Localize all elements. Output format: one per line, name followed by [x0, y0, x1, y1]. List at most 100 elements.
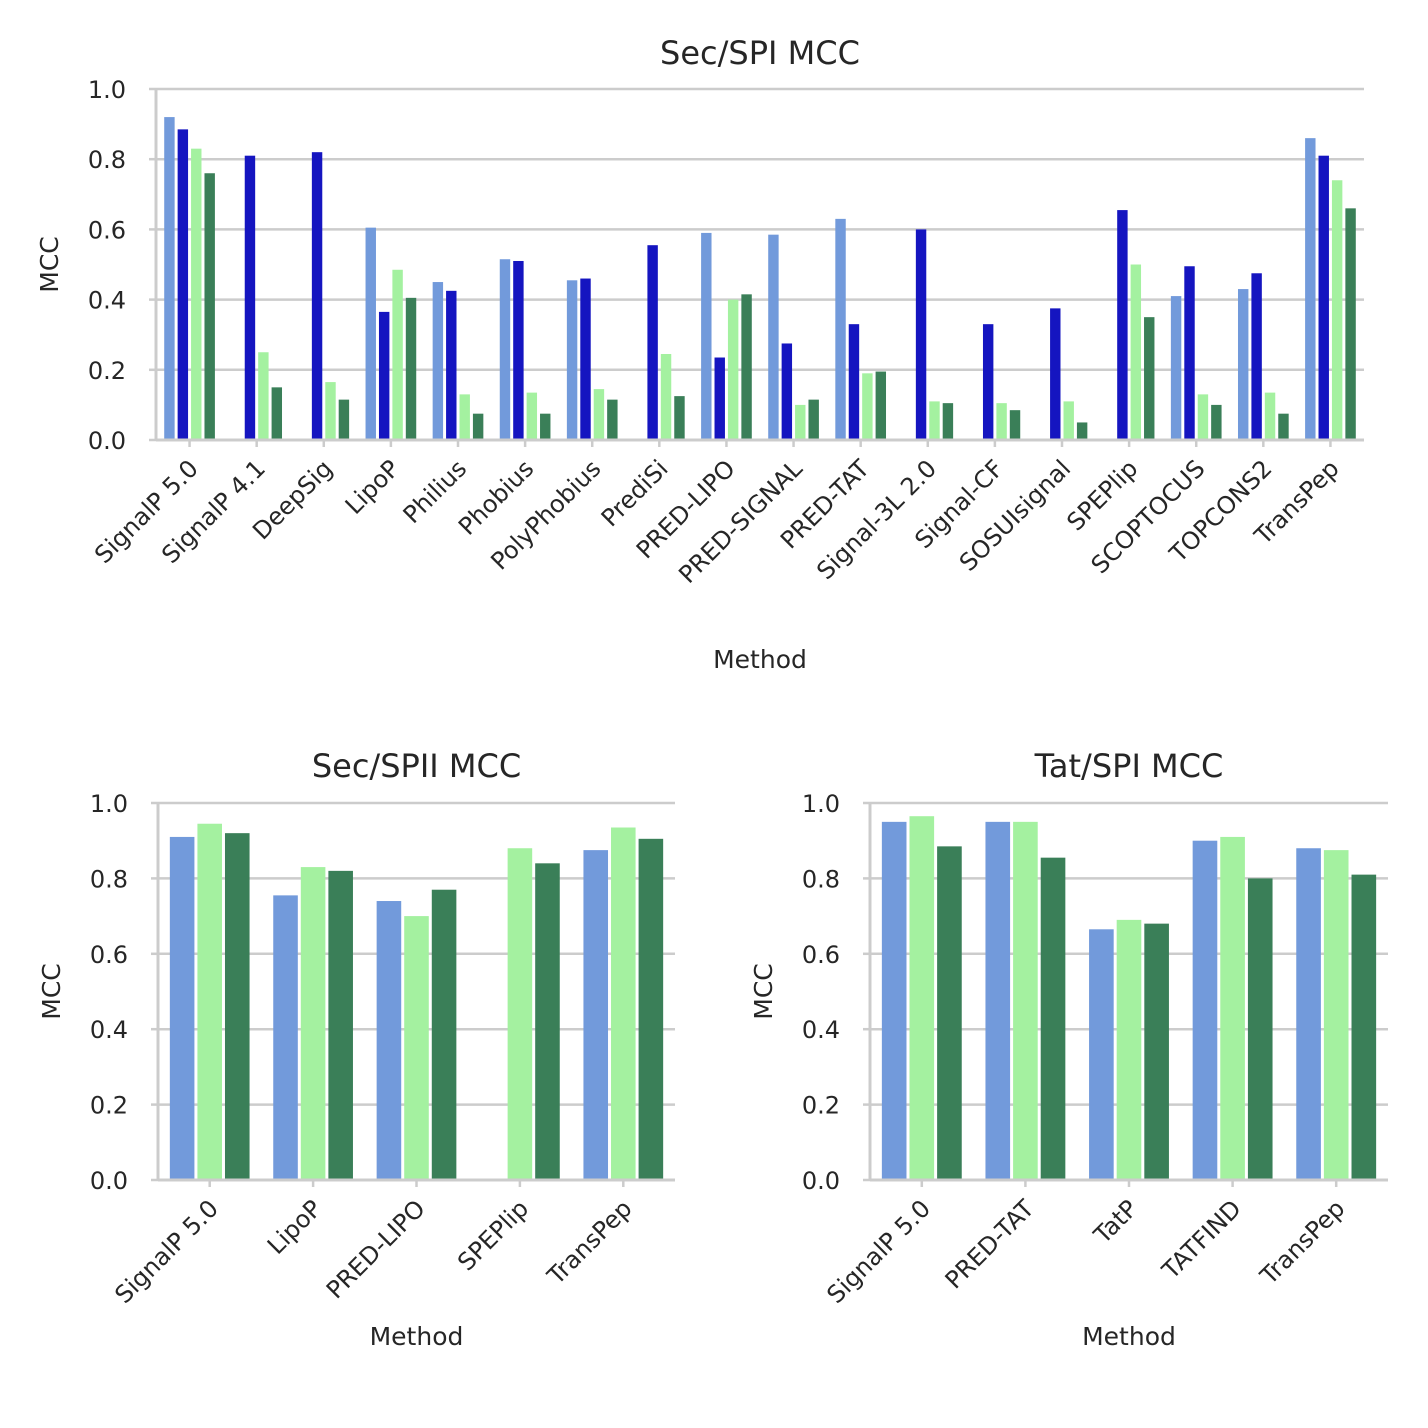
bar-transpep-s1 — [583, 850, 609, 1180]
bar-transpep-s2 — [1323, 850, 1349, 1180]
bar-transpep-s2 — [611, 827, 636, 1180]
y-axis-label: MCC — [37, 963, 66, 1019]
bar-speplip-s3 — [1130, 264, 1142, 440]
chart-title: Sec/SPII MCC — [312, 747, 521, 785]
bar-lipop-s2 — [378, 311, 390, 440]
bar-signalp-5-0-s4 — [204, 173, 215, 441]
bar-sosuisignal-s4 — [1076, 422, 1088, 440]
bar-polyphobius-s1 — [566, 280, 578, 440]
bar-lipop-s4 — [405, 297, 417, 440]
bar-deepsig-s4 — [338, 399, 350, 440]
x-tick-label: TatP — [1088, 1194, 1143, 1249]
bar-pred-tat-s4 — [875, 371, 887, 440]
bar-signalp-5-0-s1 — [881, 821, 907, 1180]
y-tick-label: 0.0 — [88, 427, 126, 455]
bar-philius-s3 — [459, 394, 470, 440]
y-tick-label: 0.6 — [802, 941, 840, 969]
bar-pred-tat-s3 — [1040, 857, 1066, 1180]
bar-tatfind-s1 — [1192, 840, 1218, 1180]
bar-phobius-s1 — [499, 259, 511, 440]
bar-phobius-s2 — [513, 260, 524, 440]
bar-scoptocus-s2 — [1184, 266, 1195, 440]
bar-transpep-s3 — [638, 838, 664, 1180]
bar-phobius-s3 — [526, 392, 538, 440]
chart-title: Tat/SPI MCC — [1034, 747, 1224, 785]
bar-pred-signal-s2 — [781, 343, 793, 440]
x-tick-label: SPEPlip — [452, 1194, 534, 1276]
x-axis-label: Method — [370, 1322, 464, 1351]
bar-sosuisignal-s3 — [1063, 401, 1074, 440]
bar-signalp-5-0-s2 — [177, 129, 189, 441]
bar-scoptocus-s4 — [1211, 404, 1222, 440]
bar-tatfind-s3 — [1247, 878, 1273, 1180]
bar-signal-cf-s4 — [1009, 410, 1021, 440]
x-tick-label: SignalP 5.0 — [109, 1194, 224, 1309]
bar-pred-signal-s1 — [768, 234, 779, 440]
y-tick-label: 1.0 — [802, 790, 840, 818]
bar-polyphobius-s3 — [593, 389, 605, 440]
x-tick-label: SignalP 5.0 — [821, 1194, 936, 1309]
y-axis-label: MCC — [35, 236, 64, 292]
bar-pred-signal-s3 — [795, 404, 806, 440]
chart-panel-2: 0.0 0.2 0.4 0.6 0.8 1.0 SignalP 5.0 LipoPPRED-L… — [37, 747, 675, 1351]
bar-pred-lipo-s1 — [701, 232, 712, 440]
bar-transpep-s2 — [1318, 155, 1329, 440]
y-tick-label: 0.8 — [802, 865, 840, 893]
y-tick-label: 0.0 — [90, 1167, 128, 1195]
bar-pred-lipo-s2 — [714, 357, 725, 440]
bar-philius-s4 — [472, 413, 484, 440]
bar-lipop-s1 — [273, 895, 298, 1180]
y-tick-label: 0.2 — [88, 357, 126, 385]
bar-tatp-s1 — [1089, 929, 1114, 1180]
bar-polyphobius-s2 — [580, 278, 591, 440]
x-tick-label: PRED-LIPO — [321, 1194, 431, 1304]
bar-scoptocus-s3 — [1197, 394, 1209, 440]
x-tick-label: PRED-TAT — [940, 1194, 1040, 1294]
y-axis-label: MCC — [749, 963, 778, 1019]
bar-pred-lipo-s4 — [741, 294, 752, 440]
x-axis-label: Method — [713, 645, 807, 674]
y-tick-label: 0.4 — [90, 1016, 128, 1044]
bar-phobius-s4 — [540, 413, 551, 440]
bar-lipop-s1 — [365, 227, 376, 440]
bar-pred-lipo-s1 — [376, 901, 402, 1180]
bar-transpep-s1 — [1296, 848, 1321, 1180]
bar-lipop-s2 — [300, 867, 326, 1180]
bar-signalp-5-0-s1 — [169, 836, 195, 1180]
y-tick-label: 0.2 — [802, 1092, 840, 1120]
bar-signalp-4-1-s2 — [244, 155, 256, 440]
bar-transpep-s1 — [1305, 138, 1316, 440]
bar-signal-cf-s3 — [996, 403, 1007, 440]
bar-lipop-s3 — [328, 870, 353, 1180]
y-tick-label: 1.0 — [88, 76, 126, 104]
bar-tatp-s3 — [1144, 923, 1169, 1180]
bar-predisi-s4 — [674, 396, 685, 440]
bar-signalp-5-0-s1 — [164, 117, 175, 440]
bar-pred-lipo-s3 — [727, 299, 739, 440]
bar-pred-tat-s1 — [835, 218, 846, 440]
bar-topcons2-s4 — [1278, 413, 1289, 440]
bar-signal-3l-2-0-s3 — [929, 401, 940, 440]
bar-deepsig-s3 — [325, 382, 336, 440]
bar-signalp-5-0-s3 — [937, 846, 962, 1180]
bar-pred-tat-s3 — [862, 373, 873, 440]
bar-speplip-s4 — [1144, 317, 1155, 440]
bar-signalp-5-0-s3 — [224, 833, 250, 1180]
bar-tatp-s2 — [1116, 919, 1142, 1180]
bar-speplip-s3 — [535, 863, 560, 1180]
bar-predisi-s2 — [647, 245, 658, 440]
y-tick-label: 0.6 — [90, 941, 128, 969]
bar-signalp-4-1-s4 — [271, 387, 283, 440]
bar-signalp-4-1-s3 — [258, 352, 269, 440]
x-tick-label: TransPep — [541, 1194, 637, 1290]
bar-deepsig-s2 — [311, 152, 323, 440]
bar-topcons2-s3 — [1264, 392, 1276, 440]
bar-topcons2-s2 — [1251, 273, 1262, 440]
y-tick-label: 0.6 — [88, 216, 126, 244]
bar-polyphobius-s4 — [607, 399, 618, 440]
x-tick-label: TATFIND — [1156, 1194, 1247, 1285]
y-tick-label: 0.4 — [88, 287, 126, 315]
bar-signalp-5-0-s2 — [909, 816, 935, 1180]
x-tick-label: Signal-3L 2.0 — [811, 454, 942, 585]
